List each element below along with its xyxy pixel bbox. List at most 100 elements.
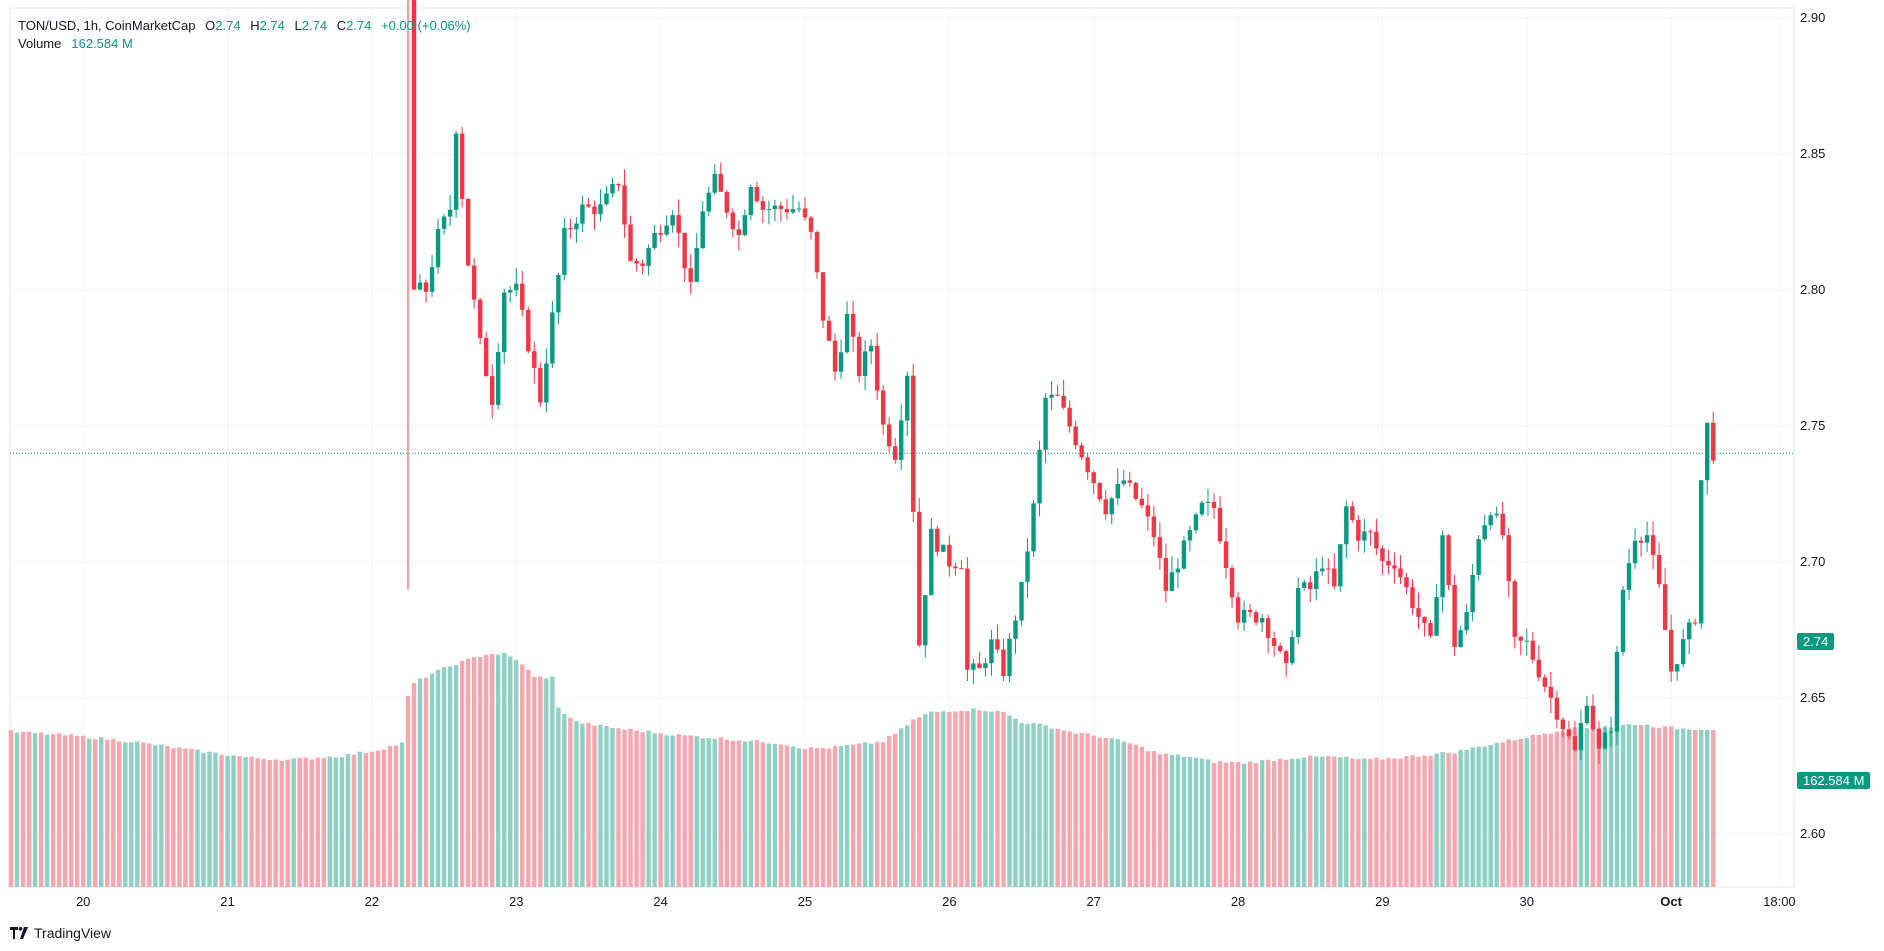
volume-bar — [496, 654, 501, 887]
volume-bar — [1392, 758, 1397, 887]
volume-bar — [1277, 758, 1283, 887]
volume-bar — [706, 738, 711, 887]
volume-bar — [105, 739, 110, 887]
volume-bar — [574, 721, 579, 887]
open-label: O — [205, 18, 216, 33]
volume-bar — [935, 711, 940, 887]
candle-body — [1271, 638, 1277, 646]
candle-body — [622, 185, 627, 225]
candle-body — [1422, 616, 1427, 623]
candle-body — [1187, 530, 1193, 541]
volume-bar — [1163, 753, 1169, 887]
candle-body — [1440, 535, 1445, 598]
volume-bar — [74, 735, 80, 887]
tradingview-logo[interactable]: TradingView — [10, 925, 111, 941]
volume-bar — [1374, 757, 1379, 887]
candle-body — [923, 595, 928, 646]
volume-bar — [1061, 730, 1066, 887]
chart-legend: TON/USD, 1h, CoinMarketCap O2.74 H2.74 L… — [18, 17, 471, 34]
candle-body — [838, 352, 844, 372]
volume-bar — [742, 741, 748, 887]
volume-bar — [1524, 738, 1529, 887]
high-value: 2.74 — [259, 18, 285, 33]
time-tick-label: 23 — [509, 894, 523, 909]
volume-bar — [959, 710, 964, 887]
candle-body — [1001, 649, 1006, 677]
candle-body — [1205, 501, 1211, 503]
candle-body — [766, 209, 772, 211]
candle-body — [1019, 581, 1024, 621]
volume-bar — [1211, 762, 1217, 887]
volume-bar — [171, 748, 176, 887]
high-label: H — [250, 18, 260, 33]
symbol-label[interactable]: TON/USD, 1h, CoinMarketCap — [18, 18, 196, 33]
candle-body — [676, 215, 681, 233]
candle-body — [1560, 719, 1566, 730]
volume-bar — [983, 711, 988, 887]
volume-bar — [778, 744, 784, 887]
volume-bar — [802, 749, 808, 887]
volume-bar — [20, 731, 26, 887]
volume-bar — [1271, 761, 1277, 887]
candle-body — [874, 345, 880, 391]
volume-bar — [1464, 750, 1469, 887]
volume-bar — [8, 730, 14, 887]
time-axis[interactable]: 20 21 22 23 24 25 26 27 28 29 30 Oct 18:00 — [76, 894, 1796, 909]
volume-bar — [1386, 757, 1391, 887]
price-axis[interactable]: 3.203.153.103.053.002.952.902.852.802.75… — [1800, 0, 1825, 841]
volume-bar — [207, 751, 212, 887]
candle-body — [905, 375, 910, 421]
volume-bar — [1644, 724, 1650, 887]
candle-body — [808, 217, 814, 232]
candle-body — [1229, 567, 1235, 598]
candle-body — [899, 420, 904, 460]
candle-body — [748, 187, 754, 216]
volume-label[interactable]: Volume — [18, 36, 62, 51]
candle-body — [640, 263, 645, 266]
volume-bars — [8, 652, 1716, 887]
volume-value: 162.584 M — [71, 36, 133, 51]
candle-body — [1596, 729, 1602, 749]
candle-body — [880, 390, 886, 425]
candle-body — [1127, 480, 1132, 483]
volume-bar — [1674, 729, 1680, 887]
volume-bar — [1632, 725, 1638, 887]
volume-bar — [1175, 754, 1181, 887]
volume-bar — [1368, 758, 1373, 887]
volume-bar — [550, 676, 555, 887]
volume-bar — [688, 735, 693, 887]
time-tick-label: 24 — [653, 894, 667, 909]
volume-bar — [1482, 746, 1487, 887]
volume-bar — [580, 723, 585, 887]
candle-body — [1121, 480, 1126, 484]
candle-body — [832, 340, 838, 372]
candle-body — [1163, 557, 1169, 591]
candle-body — [1241, 609, 1247, 623]
candle-body — [429, 267, 435, 292]
volume-bar — [850, 744, 856, 887]
candle-body — [1181, 540, 1187, 569]
low-value: 2.74 — [301, 18, 328, 33]
candle-body — [1296, 587, 1301, 638]
candle-body — [1308, 582, 1313, 590]
volume-bar — [526, 669, 531, 887]
volume-bar — [1356, 759, 1361, 887]
volume-bar — [267, 760, 272, 887]
volume-bar — [514, 660, 519, 887]
volume-bar — [1548, 733, 1554, 887]
candle-body — [1620, 589, 1626, 652]
candle-body — [1632, 540, 1638, 564]
volume-bar — [923, 714, 928, 887]
candle-body — [1524, 640, 1529, 642]
candle-body — [1398, 568, 1403, 578]
volume-bar — [129, 742, 134, 887]
volume-bar — [634, 730, 639, 887]
candle-body — [1416, 608, 1421, 617]
volume-bar — [760, 742, 766, 887]
candle-body — [1097, 483, 1102, 500]
volume-bar — [387, 746, 393, 887]
candle-body — [1211, 501, 1217, 509]
volume-bar — [1680, 728, 1686, 887]
candle-body — [694, 248, 699, 282]
